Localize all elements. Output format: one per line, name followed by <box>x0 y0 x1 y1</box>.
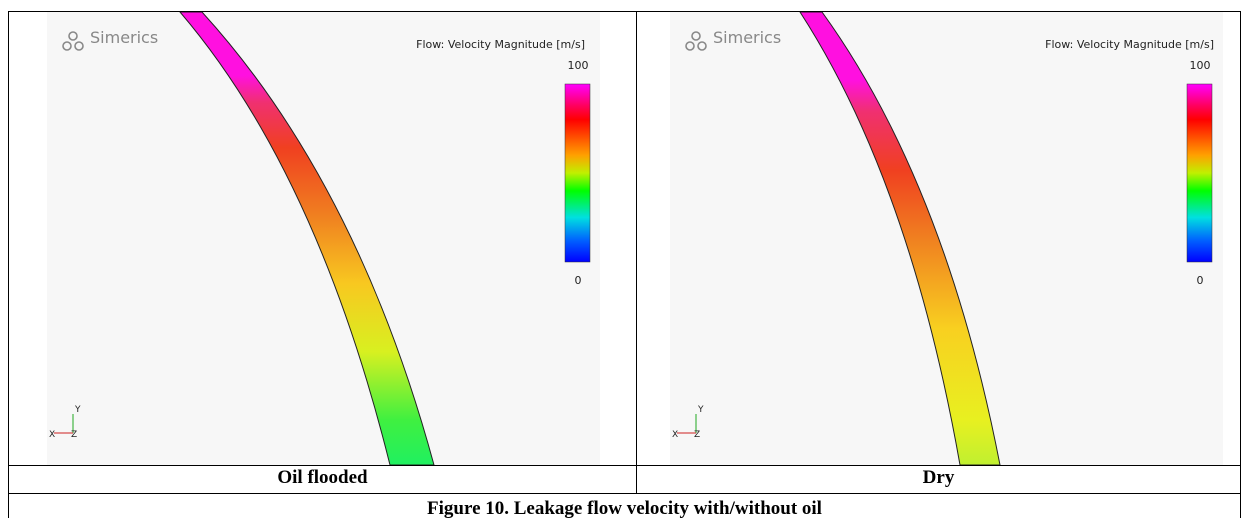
colorbar <box>1187 84 1212 262</box>
colorbar-title: Flow: Velocity Magnitude [m/s] <box>416 38 585 51</box>
axis-y: Y <box>74 405 81 415</box>
colorbar-min: 0 <box>1197 274 1204 287</box>
brand: Simerics <box>90 28 158 47</box>
axis-y: Y <box>697 405 704 415</box>
colorbar-min: 0 <box>575 274 582 287</box>
colorbar-title: Flow: Velocity Magnitude [m/s] <box>1045 38 1214 51</box>
table-border <box>636 11 637 493</box>
brand: Simerics <box>713 28 781 47</box>
figure-page: Simerics Flow: Velocity Magnitude [m/s] … <box>0 0 1248 518</box>
panel-label: Oil flooded <box>9 467 636 489</box>
table-border <box>8 493 1241 494</box>
axis-x: X <box>49 430 55 440</box>
axis-z: Z <box>694 430 700 440</box>
colorbar-max: 100 <box>568 59 589 72</box>
panel-label: Dry <box>637 467 1240 489</box>
figure-caption: Figure 10. Leakage flow velocity with/wi… <box>9 498 1240 518</box>
simulation-image: Simerics Flow: Velocity Magnitude [m/s] … <box>670 12 1223 465</box>
colorbar <box>565 84 590 262</box>
table-border <box>1240 11 1241 518</box>
table-border <box>8 11 9 518</box>
colorbar-max: 100 <box>1190 59 1211 72</box>
simulation-image: Simerics Flow: Velocity Magnitude [m/s] … <box>47 12 600 465</box>
table-border <box>8 465 1241 466</box>
axis-z: Z <box>71 430 77 440</box>
axis-x: X <box>672 430 678 440</box>
